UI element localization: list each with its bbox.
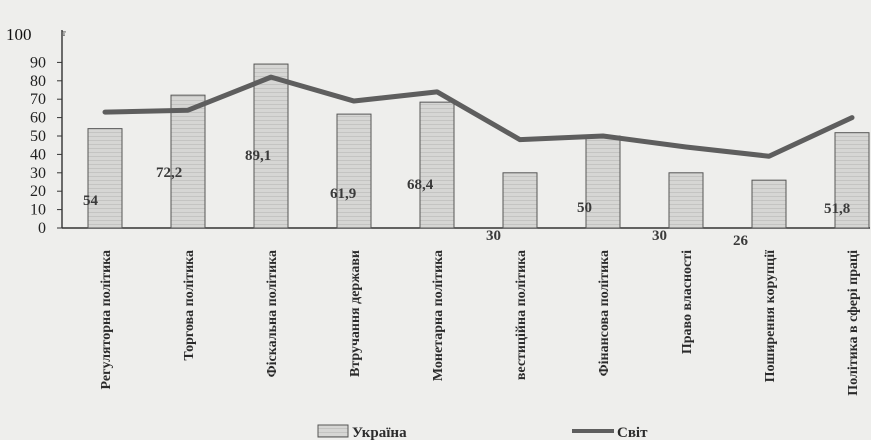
category-label-8: Право власності <box>680 250 695 354</box>
bar-3 <box>253 63 289 229</box>
bar-2 <box>170 94 206 229</box>
y-tick-label: 30 <box>30 165 46 182</box>
data-label-7: 50 <box>577 200 592 216</box>
category-label-10: Політика в сфері праці <box>846 250 861 396</box>
data-label-10: 51,8 <box>824 201 850 217</box>
y-tick-label: 10 <box>30 202 46 219</box>
y-top-tick-mark: т <box>62 28 66 38</box>
bar-5 <box>419 101 455 229</box>
bar-10 <box>834 132 870 229</box>
data-label-6: 30 <box>486 228 501 244</box>
data-labels: 54 72,2 89,1 61,9 68,4 30 50 30 26 51,8 <box>83 148 850 249</box>
bar-8 <box>668 172 704 229</box>
y-tick-label: 70 <box>30 91 46 108</box>
y-tick-label: 20 <box>30 183 46 200</box>
data-label-5: 68,4 <box>407 177 434 193</box>
category-label-2: Торгова політика <box>182 250 197 361</box>
y-tick-label: 60 <box>30 110 46 127</box>
legend: Україна Світ <box>317 424 648 440</box>
legend-label-ukraine: Україна <box>352 425 407 440</box>
data-label-8: 30 <box>652 228 667 244</box>
legend-label-world: Світ <box>617 425 648 440</box>
data-label-2: 72,2 <box>156 165 182 181</box>
data-label-4: 61,9 <box>330 186 356 202</box>
bar-1 <box>87 128 123 229</box>
bar-4 <box>336 113 372 229</box>
category-labels: Регуляторна політика Торгова політика Фіск… <box>99 250 861 396</box>
data-label-3: 89,1 <box>245 148 271 164</box>
bar-7 <box>585 135 621 229</box>
y-tick-label: 80 <box>30 73 46 90</box>
y-tick-label: 40 <box>30 146 46 163</box>
bar-9 <box>751 179 787 229</box>
category-label-1: Регуляторна політика <box>99 250 114 390</box>
y-tick-label: 0 <box>38 220 46 237</box>
category-label-6: вестиційна політика <box>514 250 529 380</box>
bars-ukraine <box>87 63 870 229</box>
y-tick-label: 90 <box>30 54 46 71</box>
category-label-7: Фінансова політика <box>597 250 612 376</box>
y-tick-label: 50 <box>30 128 46 145</box>
y-tick-label: 100 <box>6 25 32 44</box>
bar-6 <box>502 172 538 229</box>
category-label-4: Втручання держави <box>348 250 363 377</box>
line-world <box>102 74 855 159</box>
category-label-9: Поширення корупції <box>763 250 778 382</box>
line-world-path <box>102 74 855 159</box>
data-label-9: 26 <box>733 233 749 249</box>
category-label-3: Фіскальна політика <box>265 250 280 377</box>
data-label-1: 54 <box>83 193 99 209</box>
legend-swatch-ukraine <box>317 424 349 438</box>
category-label-5: Монетарна політика <box>431 250 446 381</box>
